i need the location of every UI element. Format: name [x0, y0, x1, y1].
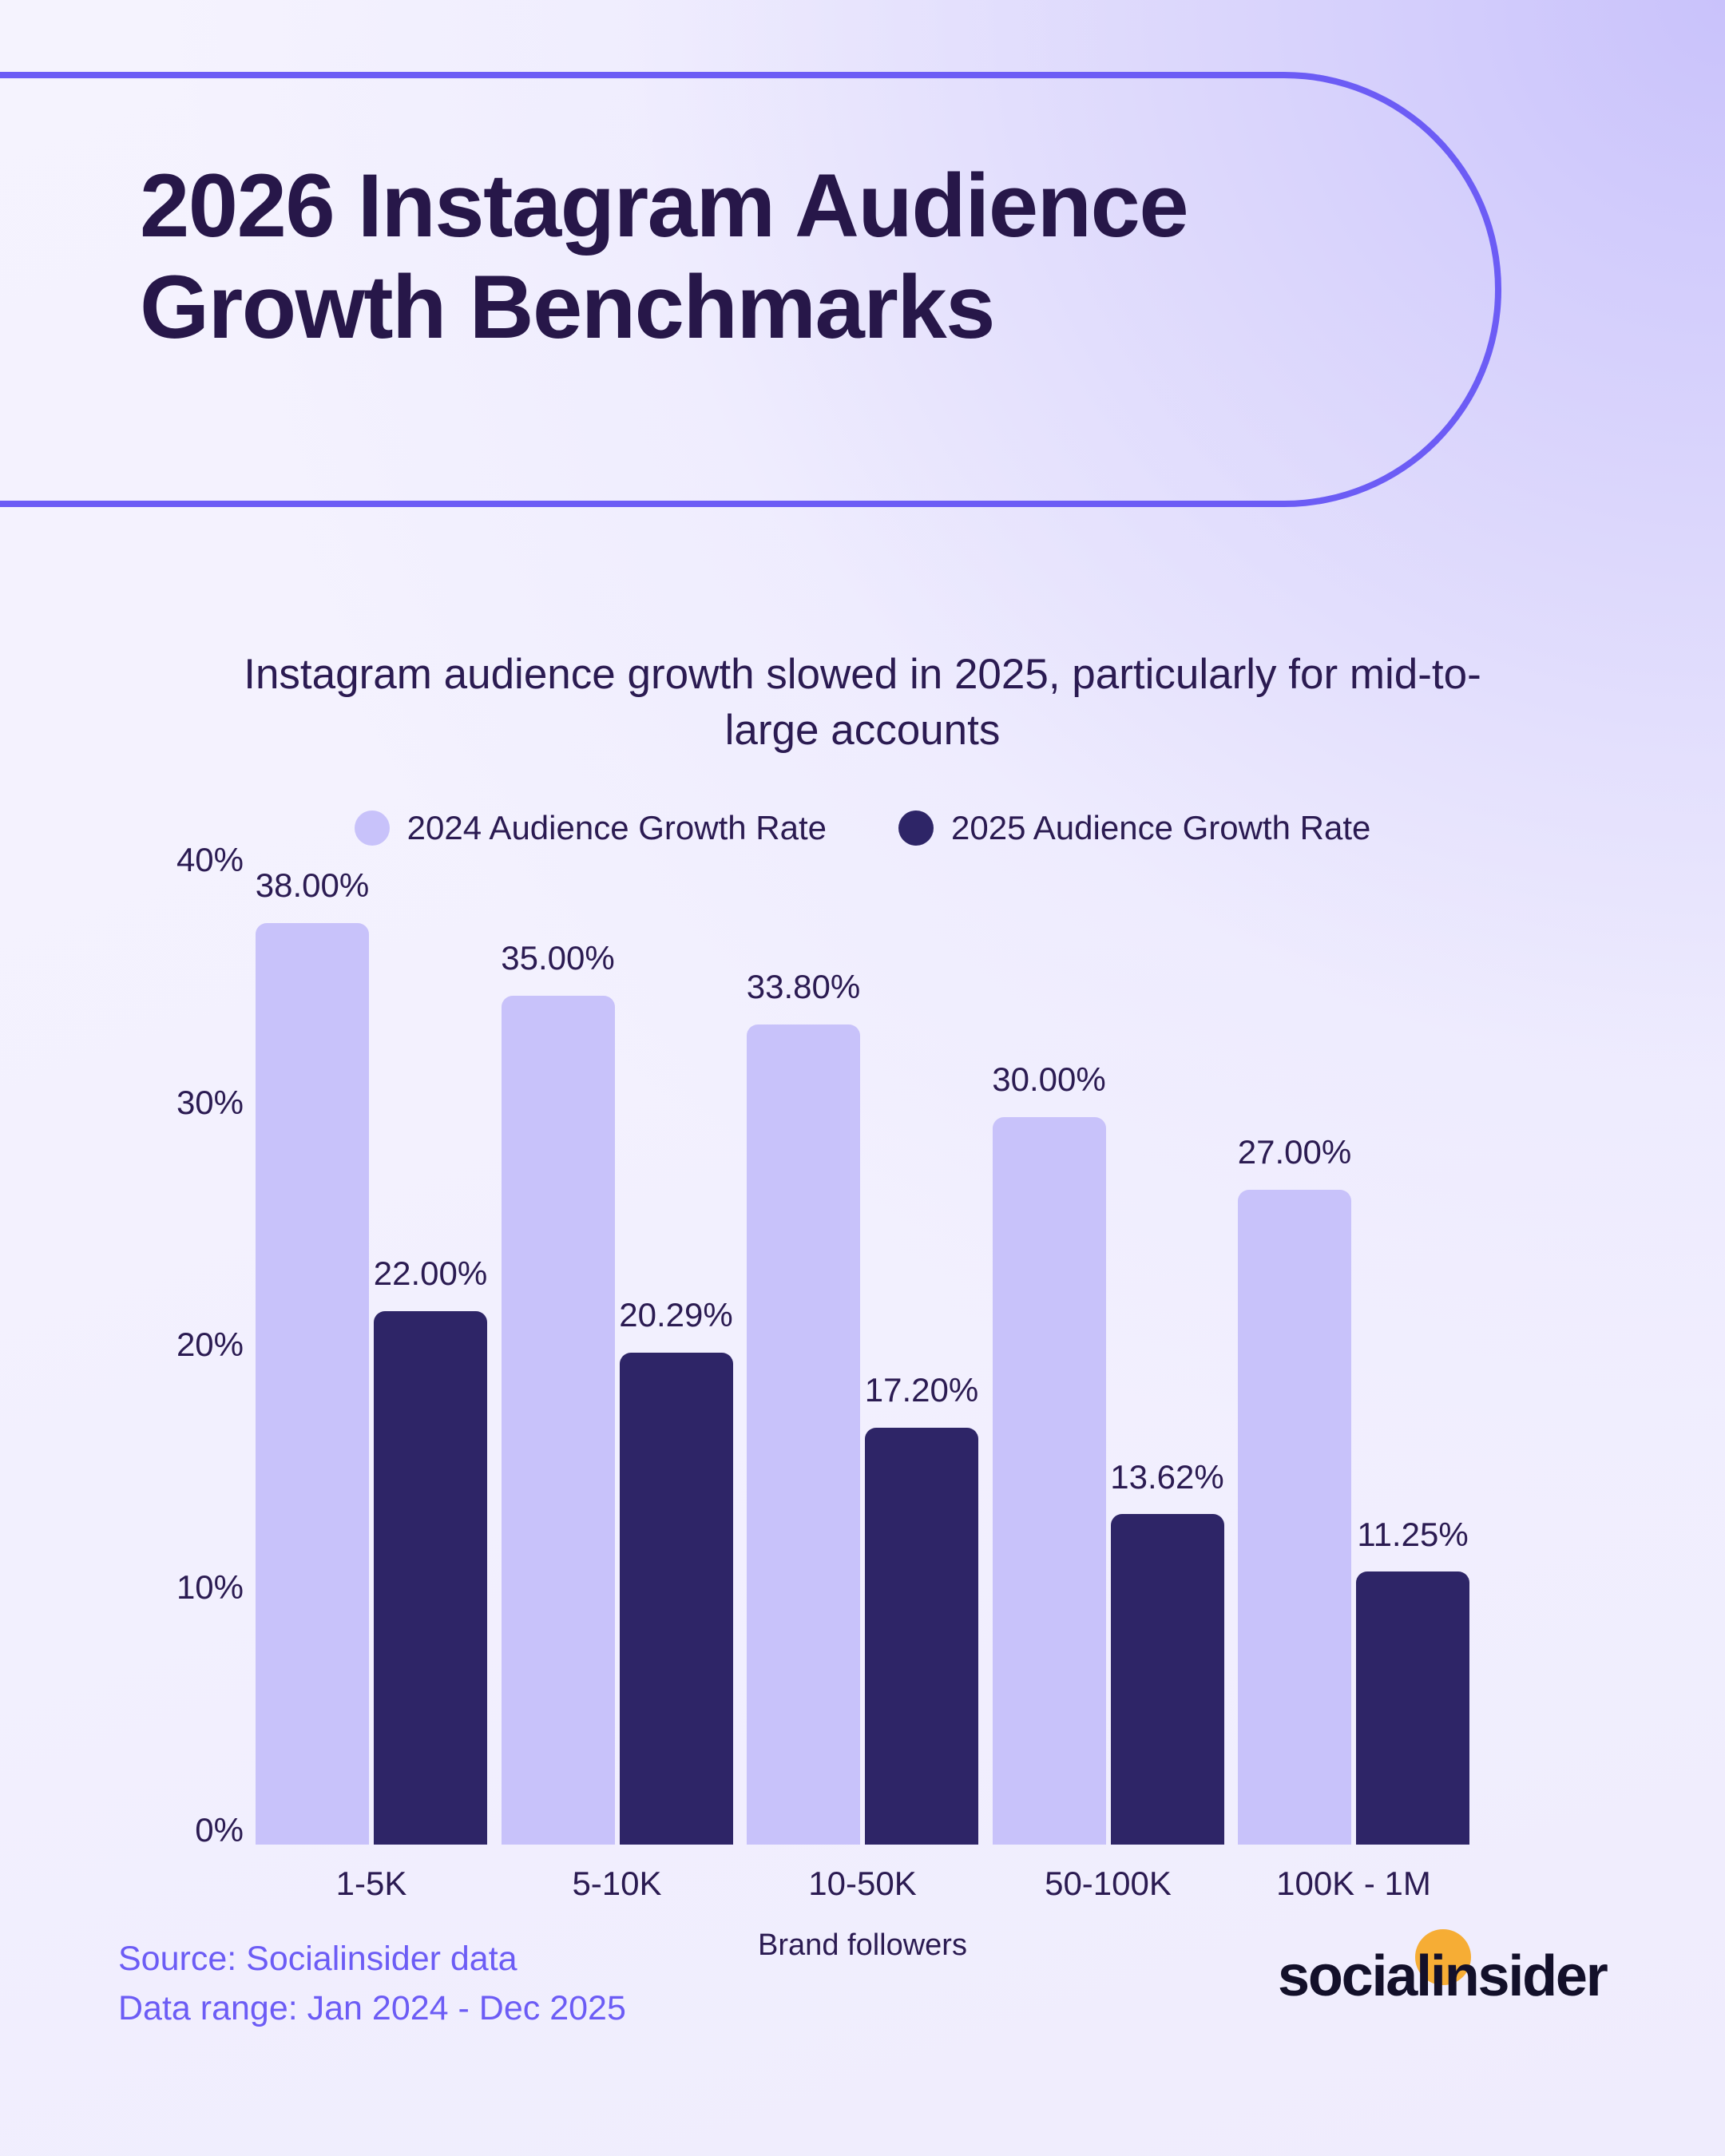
footer: Source: Socialinsider data Data range: J… — [0, 1916, 1725, 2156]
bar-value-label: 11.25% — [1357, 1515, 1469, 1553]
bar-2024[interactable] — [747, 1024, 860, 1845]
bar-holder: 30.00% — [992, 874, 1106, 1845]
bar-value-label: 38.00% — [255, 866, 370, 904]
legend-item-2024: 2024 Audience Growth Rate — [354, 808, 827, 847]
bar-group: 38.00% 22.00% — [256, 866, 487, 1845]
bar-holder: 27.00% — [1238, 874, 1351, 1845]
x-tick-label: 50-100K — [1045, 1864, 1172, 1902]
x-tick-label: 100K - 1M — [1276, 1864, 1431, 1902]
source-line-2: Data range: Jan 2024 - Dec 2025 — [118, 1989, 626, 2028]
legend-swatch-icon — [898, 810, 934, 846]
bar-value-label: 17.20% — [864, 1370, 979, 1409]
bar-holder: 17.20% — [865, 874, 978, 1845]
bar-group: 27.00% 11.25% — [1238, 874, 1469, 1845]
x-axis-title: Brand followers — [758, 1928, 967, 1962]
chart-legend: 2024 Audience Growth Rate 2025 Audience … — [0, 809, 1725, 847]
socialinsider-logo: socialinsider — [1278, 1924, 1608, 2020]
x-tick-label: 1-5K — [335, 1864, 407, 1902]
bar-holder: 11.25% — [1356, 874, 1469, 1845]
source-line-1: Source: Socialinsider data — [118, 1940, 518, 1978]
bar-2024[interactable] — [992, 1116, 1106, 1845]
bar-value-label: 35.00% — [501, 938, 615, 977]
bar-holder: 38.00% — [256, 866, 369, 1845]
legend-label-2024: 2024 Audience Growth Rate — [406, 808, 827, 846]
bar-group: 33.80% 17.20% — [747, 874, 978, 1845]
bar-value-label: 27.00% — [1237, 1132, 1352, 1171]
plot-area: 40% 30% 20% 10% 0% 38.00% 22.00% — [0, 841, 1725, 1962]
bar-holder: 33.80% — [747, 874, 860, 1845]
bar-groups: 38.00% 22.00% 35.00% — [256, 866, 1469, 1845]
page-title: 2026 Instagram Audience Growth Benchmark… — [140, 156, 1189, 357]
y-tick-label: 0% — [195, 1810, 244, 1849]
logo-wordmark: socialinsider — [1278, 1944, 1608, 2008]
y-tick-label: 10% — [176, 1568, 244, 1607]
y-tick-label: 40% — [176, 840, 244, 878]
source-note: Source: Socialinsider data Data range: J… — [118, 1934, 626, 2034]
legend-label-2025: 2025 Audience Growth Rate — [951, 808, 1371, 846]
x-tick-label: 10-50K — [808, 1864, 917, 1902]
bar-holder: 13.62% — [1110, 874, 1224, 1845]
bar-2025[interactable] — [1110, 1514, 1224, 1845]
bar-2025[interactable] — [374, 1310, 487, 1845]
bar-holder: 35.00% — [501, 874, 615, 1845]
bar-2024[interactable] — [1238, 1189, 1351, 1845]
chart-block: Instagram audience growth slowed in 2025… — [0, 647, 1725, 1962]
logo-circle-icon — [1415, 1929, 1471, 1985]
bar-value-label: 22.00% — [373, 1254, 488, 1292]
chart-title: Instagram audience growth slowed in 2025… — [244, 651, 1481, 755]
bar-value-label: 30.00% — [992, 1060, 1106, 1098]
bar-group: 35.00% 20.29% — [501, 874, 733, 1845]
x-axis-labels: 1-5K 5-10K 10-50K 50-100K 100K - 1M — [256, 1865, 1469, 1903]
y-tick-label: 20% — [176, 1326, 244, 1364]
bar-2025[interactable] — [619, 1352, 733, 1845]
bar-value-label: 13.62% — [1110, 1457, 1224, 1496]
bar-2024[interactable] — [501, 995, 615, 1845]
header-band-outline — [0, 72, 1501, 507]
bar-2025[interactable] — [1356, 1571, 1469, 1845]
y-tick-label: 30% — [176, 1083, 244, 1121]
bars-container: 38.00% 22.00% 35.00% — [256, 866, 1469, 1845]
bar-value-label: 20.29% — [619, 1295, 733, 1334]
legend-swatch-icon — [354, 810, 390, 846]
bar-2024[interactable] — [256, 922, 369, 1845]
bar-holder: 20.29% — [619, 874, 733, 1845]
bar-value-label: 33.80% — [746, 967, 861, 1005]
y-axis: 40% 30% 20% 10% 0% — [96, 841, 244, 1849]
x-tick-label: 5-10K — [572, 1864, 662, 1902]
bar-2025[interactable] — [865, 1427, 978, 1845]
bar-group: 30.00% 13.62% — [992, 874, 1224, 1845]
legend-item-2025: 2025 Audience Growth Rate — [898, 809, 1370, 847]
bar-holder: 22.00% — [374, 874, 487, 1845]
